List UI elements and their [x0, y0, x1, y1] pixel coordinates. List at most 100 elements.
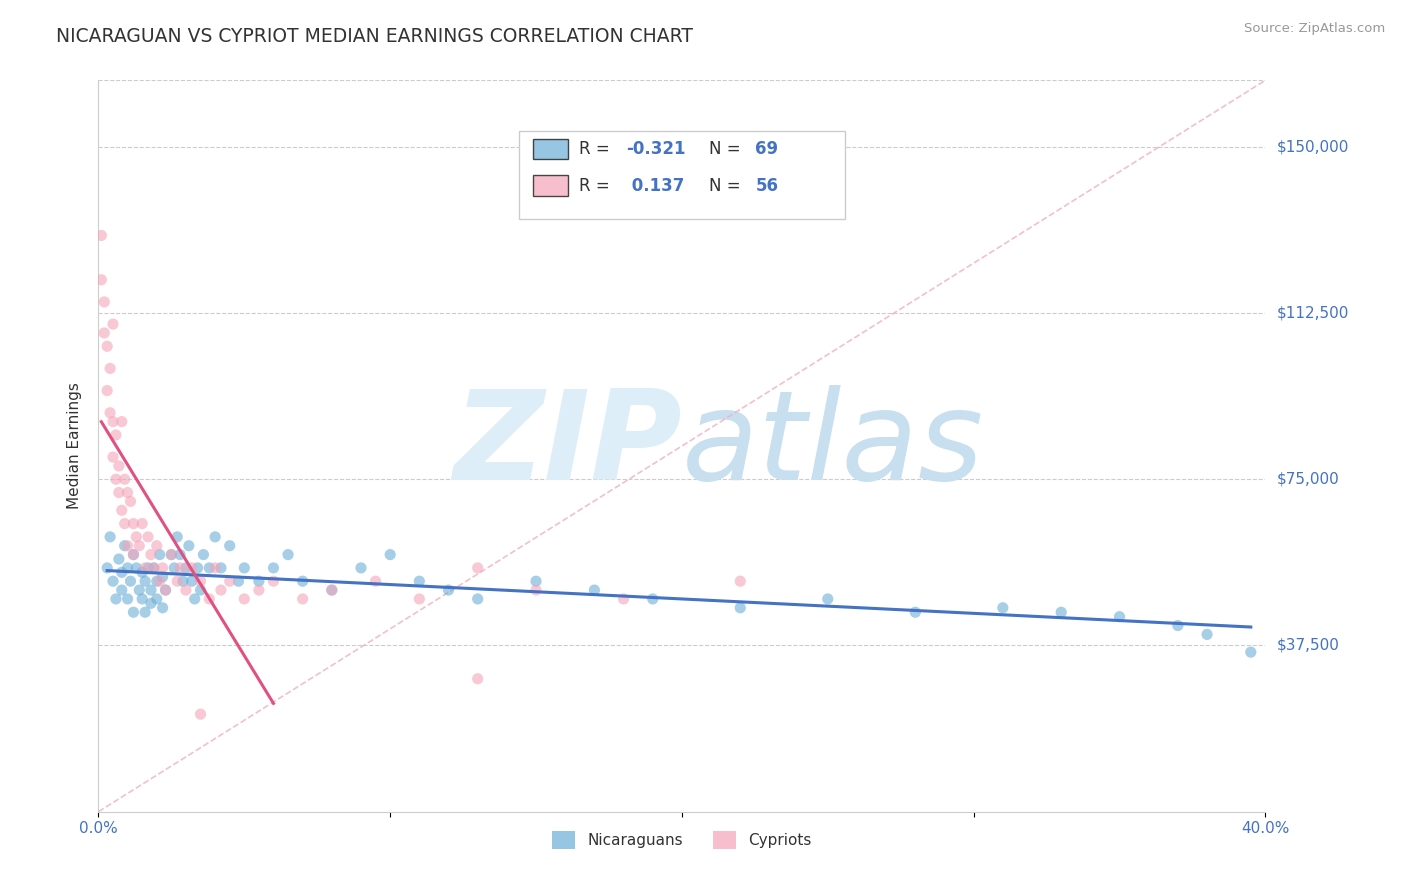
Point — [111, 503, 134, 517]
Point — [204, 561, 226, 575]
Point — [101, 450, 124, 464]
Point — [142, 561, 165, 575]
Point — [641, 591, 664, 606]
Text: N =: N = — [709, 177, 745, 194]
Point — [209, 583, 232, 598]
Text: R =: R = — [579, 140, 616, 158]
Point — [172, 574, 194, 589]
Point — [104, 428, 127, 442]
Point — [142, 561, 165, 575]
Text: NICARAGUAN VS CYPRIOT MEDIAN EARNINGS CORRELATION CHART: NICARAGUAN VS CYPRIOT MEDIAN EARNINGS CO… — [56, 27, 693, 45]
Text: ZIP: ZIP — [453, 385, 682, 507]
Point — [228, 574, 250, 589]
Point — [467, 561, 489, 575]
Point — [122, 548, 145, 562]
Point — [108, 458, 131, 473]
FancyBboxPatch shape — [533, 176, 568, 196]
Point — [117, 591, 139, 606]
Point — [149, 574, 172, 589]
Point — [152, 600, 174, 615]
Point — [152, 570, 174, 584]
Y-axis label: Median Earnings: Median Earnings — [67, 383, 83, 509]
Point — [1108, 609, 1130, 624]
Point — [350, 561, 373, 575]
Point — [291, 591, 314, 606]
Point — [155, 583, 177, 598]
Point — [98, 361, 121, 376]
Text: $75,000: $75,000 — [1277, 472, 1340, 487]
Point — [136, 561, 159, 575]
Point — [247, 574, 270, 589]
Point — [730, 600, 752, 615]
Point — [93, 294, 115, 309]
Text: N =: N = — [709, 140, 745, 158]
Point — [209, 561, 232, 575]
Point — [146, 591, 169, 606]
Point — [128, 539, 150, 553]
Point — [218, 539, 240, 553]
FancyBboxPatch shape — [519, 131, 845, 219]
Point — [1167, 618, 1189, 632]
Point — [218, 574, 240, 589]
Text: atlas: atlas — [682, 385, 984, 507]
Text: R =: R = — [579, 177, 616, 194]
Point — [583, 583, 606, 598]
Point — [104, 591, 127, 606]
Point — [108, 485, 131, 500]
Point — [180, 574, 202, 589]
Point — [120, 494, 142, 508]
Legend: Nicaraguans, Cypriots: Nicaraguans, Cypriots — [546, 824, 818, 855]
Text: 56: 56 — [755, 177, 779, 194]
Text: 69: 69 — [755, 140, 779, 158]
Point — [96, 339, 118, 353]
Point — [467, 672, 489, 686]
Point — [904, 605, 927, 619]
Point — [125, 561, 148, 575]
Point — [114, 516, 136, 531]
Point — [90, 273, 112, 287]
Point — [169, 561, 191, 575]
Point — [233, 561, 256, 575]
Point — [437, 583, 460, 598]
Point — [991, 600, 1014, 615]
Point — [155, 583, 177, 598]
Point — [96, 561, 118, 575]
FancyBboxPatch shape — [533, 139, 568, 160]
Point — [364, 574, 387, 589]
Point — [104, 472, 127, 486]
Point — [139, 548, 162, 562]
Point — [111, 415, 134, 429]
Point — [134, 561, 156, 575]
Text: -0.321: -0.321 — [626, 140, 685, 158]
Point — [125, 530, 148, 544]
Point — [120, 574, 142, 589]
Point — [169, 548, 191, 562]
Point — [149, 548, 172, 562]
Point — [183, 591, 205, 606]
Point — [1240, 645, 1263, 659]
Point — [131, 591, 153, 606]
Point — [146, 539, 169, 553]
Point — [291, 574, 314, 589]
Point — [160, 548, 183, 562]
Point — [114, 539, 136, 553]
Point — [198, 591, 221, 606]
Point — [817, 591, 839, 606]
Text: 0.137: 0.137 — [626, 177, 685, 194]
Point — [131, 566, 153, 580]
Point — [198, 561, 221, 575]
Point — [180, 561, 202, 575]
Point — [136, 530, 159, 544]
Point — [190, 707, 212, 722]
Point — [277, 548, 299, 562]
Point — [233, 591, 256, 606]
Point — [262, 574, 284, 589]
Point — [111, 583, 134, 598]
Point — [122, 605, 145, 619]
Point — [139, 596, 162, 610]
Point — [101, 317, 124, 331]
Point — [160, 548, 183, 562]
Point — [134, 574, 156, 589]
Point — [174, 583, 197, 598]
Point — [98, 406, 121, 420]
